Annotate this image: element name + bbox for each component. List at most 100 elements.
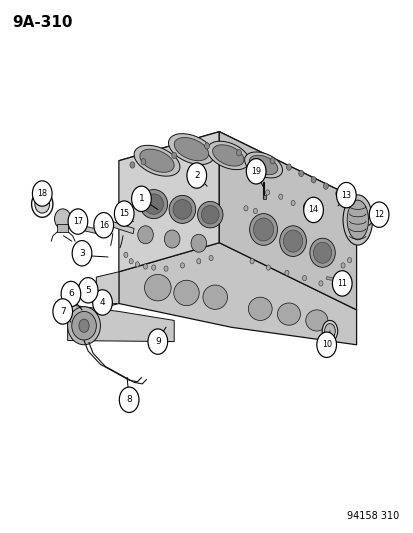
- Ellipse shape: [164, 230, 180, 248]
- Ellipse shape: [324, 324, 335, 338]
- Ellipse shape: [190, 234, 206, 252]
- Circle shape: [316, 332, 336, 358]
- Circle shape: [53, 299, 72, 324]
- Circle shape: [135, 262, 139, 267]
- Circle shape: [143, 264, 147, 269]
- Polygon shape: [119, 132, 356, 229]
- Ellipse shape: [140, 149, 174, 172]
- Ellipse shape: [253, 218, 273, 241]
- Circle shape: [284, 270, 288, 276]
- Circle shape: [114, 201, 134, 227]
- Ellipse shape: [201, 205, 218, 224]
- Text: 2: 2: [193, 171, 199, 180]
- Ellipse shape: [303, 201, 313, 213]
- Circle shape: [32, 181, 52, 206]
- Circle shape: [298, 170, 303, 176]
- Ellipse shape: [79, 319, 89, 333]
- Circle shape: [302, 276, 306, 281]
- Ellipse shape: [35, 195, 50, 213]
- Text: 17: 17: [73, 217, 83, 226]
- Polygon shape: [219, 132, 356, 310]
- Circle shape: [180, 263, 184, 268]
- Ellipse shape: [342, 195, 372, 245]
- Circle shape: [286, 164, 291, 170]
- Ellipse shape: [71, 311, 96, 340]
- Ellipse shape: [277, 303, 300, 325]
- Circle shape: [204, 143, 209, 149]
- Polygon shape: [104, 219, 134, 233]
- Ellipse shape: [134, 146, 180, 176]
- Circle shape: [335, 190, 340, 197]
- Ellipse shape: [202, 285, 227, 309]
- Text: 9A-310: 9A-310: [12, 15, 73, 30]
- Circle shape: [61, 281, 81, 306]
- Circle shape: [290, 200, 294, 206]
- Circle shape: [147, 329, 167, 354]
- Ellipse shape: [321, 320, 337, 342]
- Text: 8: 8: [126, 395, 132, 404]
- Ellipse shape: [244, 152, 282, 178]
- Text: 18: 18: [37, 189, 47, 198]
- Text: 12: 12: [373, 210, 383, 219]
- Circle shape: [131, 186, 151, 212]
- Circle shape: [129, 259, 133, 264]
- Bar: [262, 195, 266, 199]
- Circle shape: [249, 259, 254, 264]
- Ellipse shape: [279, 226, 306, 256]
- Ellipse shape: [144, 194, 163, 214]
- Circle shape: [335, 286, 339, 292]
- Text: 13: 13: [341, 191, 351, 199]
- Circle shape: [246, 159, 266, 184]
- Ellipse shape: [140, 190, 167, 219]
- Circle shape: [269, 158, 274, 164]
- Ellipse shape: [169, 196, 195, 223]
- Ellipse shape: [67, 306, 100, 345]
- Ellipse shape: [283, 230, 302, 252]
- Ellipse shape: [173, 199, 191, 219]
- Circle shape: [119, 387, 139, 413]
- Ellipse shape: [309, 238, 335, 267]
- Circle shape: [164, 266, 168, 271]
- Circle shape: [236, 150, 241, 156]
- Ellipse shape: [305, 310, 327, 331]
- Text: 10: 10: [321, 340, 331, 349]
- Circle shape: [266, 265, 270, 270]
- Ellipse shape: [347, 200, 368, 240]
- Polygon shape: [67, 304, 174, 342]
- Ellipse shape: [248, 297, 271, 320]
- Circle shape: [123, 252, 128, 257]
- Circle shape: [253, 208, 257, 214]
- Circle shape: [78, 278, 98, 303]
- Circle shape: [243, 206, 247, 211]
- Ellipse shape: [212, 145, 243, 166]
- Text: 9: 9: [154, 337, 160, 346]
- Polygon shape: [96, 272, 119, 310]
- Circle shape: [196, 259, 200, 264]
- Circle shape: [347, 257, 351, 263]
- Ellipse shape: [173, 280, 199, 305]
- Ellipse shape: [55, 209, 71, 229]
- Circle shape: [340, 263, 344, 268]
- Ellipse shape: [207, 141, 249, 169]
- Circle shape: [265, 190, 269, 195]
- Circle shape: [130, 162, 135, 168]
- Ellipse shape: [138, 226, 153, 244]
- Circle shape: [94, 213, 113, 238]
- Circle shape: [304, 207, 308, 212]
- Circle shape: [72, 240, 92, 266]
- Text: 3: 3: [79, 249, 85, 258]
- Text: 19: 19: [251, 167, 261, 176]
- Text: 14: 14: [308, 205, 318, 214]
- Circle shape: [336, 182, 355, 208]
- Circle shape: [278, 194, 282, 199]
- Text: 1: 1: [138, 195, 144, 203]
- Circle shape: [332, 271, 351, 296]
- Ellipse shape: [249, 214, 277, 245]
- Text: 15: 15: [119, 209, 129, 218]
- Text: 7: 7: [60, 307, 65, 316]
- Circle shape: [151, 265, 155, 270]
- Ellipse shape: [313, 243, 331, 263]
- Circle shape: [141, 159, 145, 165]
- Circle shape: [171, 152, 176, 159]
- Polygon shape: [74, 224, 108, 236]
